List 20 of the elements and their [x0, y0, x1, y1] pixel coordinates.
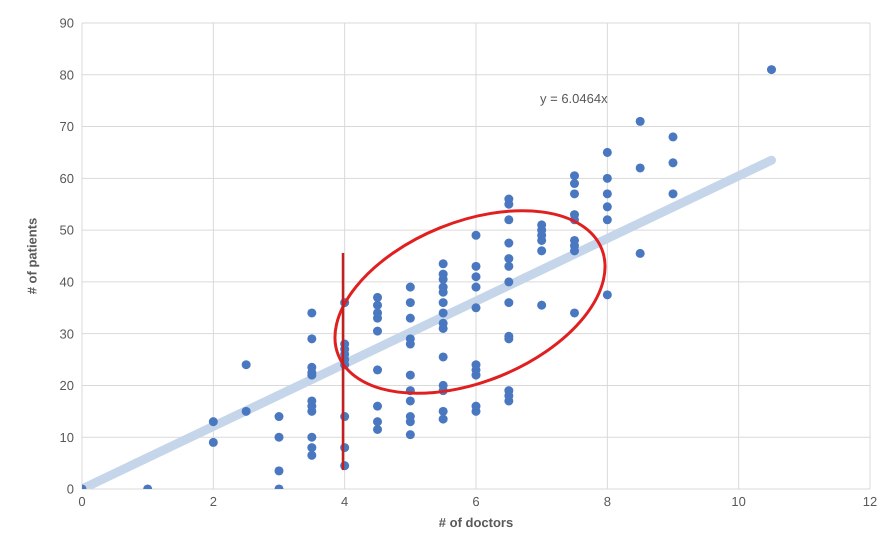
- y-tick-label: 20: [60, 378, 74, 394]
- y-tick-label: 90: [60, 16, 74, 31]
- x-tick-label: 12: [862, 494, 878, 510]
- x-axis-title: # of doctors: [438, 515, 514, 530]
- y-tick-label: 40: [60, 274, 74, 290]
- y-tick-label: 50: [60, 222, 74, 238]
- x-tick-label: 10: [731, 494, 746, 510]
- x-tick-label: 0: [78, 494, 86, 510]
- x-tick-label: 8: [604, 494, 611, 510]
- x-tick-label: 6: [472, 494, 480, 510]
- y-tick-label: 70: [60, 119, 74, 134]
- y-tick-label: 80: [60, 67, 74, 82]
- y-axis-title: # of patients: [24, 218, 40, 294]
- y-tick-label: 60: [60, 170, 74, 186]
- y-tick-label: 0: [66, 482, 74, 497]
- x-tick-label: 2: [210, 494, 217, 510]
- annotation: y = 6.0464x: [540, 91, 608, 106]
- x-tick-label: 4: [341, 494, 348, 510]
- y-tick-label: 30: [60, 326, 74, 342]
- y-tick-label: 10: [60, 430, 74, 445]
